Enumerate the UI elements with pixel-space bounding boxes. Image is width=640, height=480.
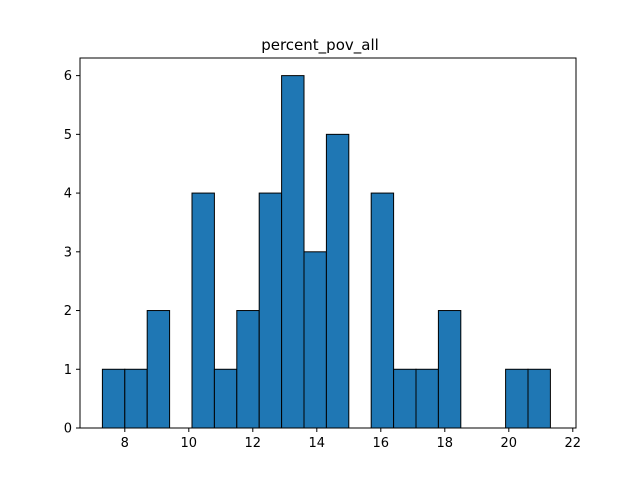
histogram-bar (236, 310, 260, 429)
histogram-bar (325, 133, 350, 429)
x-tick-label: 10 (181, 436, 198, 451)
histogram-bar (146, 310, 171, 429)
chart-title: percent_pov_all (261, 36, 379, 55)
x-tick-label: 8 (121, 436, 129, 451)
histogram-bar (213, 368, 238, 429)
histogram-bar (258, 192, 283, 429)
x-tick-label: 14 (309, 436, 326, 451)
histogram-bar (527, 368, 551, 429)
y-tick-label: 2 (64, 304, 72, 319)
y-axis-ticks: 0 1 2 3 4 5 6 (64, 69, 80, 437)
y-tick-label: 6 (64, 69, 72, 84)
histogram-bar (124, 368, 148, 429)
histogram-bar (393, 368, 417, 429)
x-axis-ticks: 8 10 12 14 16 18 20 22 (121, 428, 581, 451)
y-tick-label: 0 (64, 422, 72, 437)
x-tick-label: 20 (501, 436, 518, 451)
y-tick-label: 5 (64, 128, 72, 143)
x-tick-label: 18 (437, 436, 454, 451)
x-tick-label: 12 (245, 436, 262, 451)
histogram-bar (415, 368, 439, 429)
y-tick-label: 3 (64, 245, 72, 260)
histogram-bar (370, 192, 395, 429)
histogram-bar (303, 251, 327, 429)
bars-group (101, 75, 551, 429)
histogram-bar (437, 310, 462, 429)
histogram-bar (191, 192, 215, 429)
histogram-bar (281, 75, 305, 429)
x-tick-label: 22 (565, 436, 582, 451)
histogram-bar (101, 368, 126, 429)
histogram-bar (505, 368, 529, 429)
y-tick-label: 4 (64, 187, 72, 202)
x-tick-label: 16 (373, 436, 390, 451)
y-tick-label: 1 (64, 363, 72, 378)
plot-frame (79, 57, 577, 429)
